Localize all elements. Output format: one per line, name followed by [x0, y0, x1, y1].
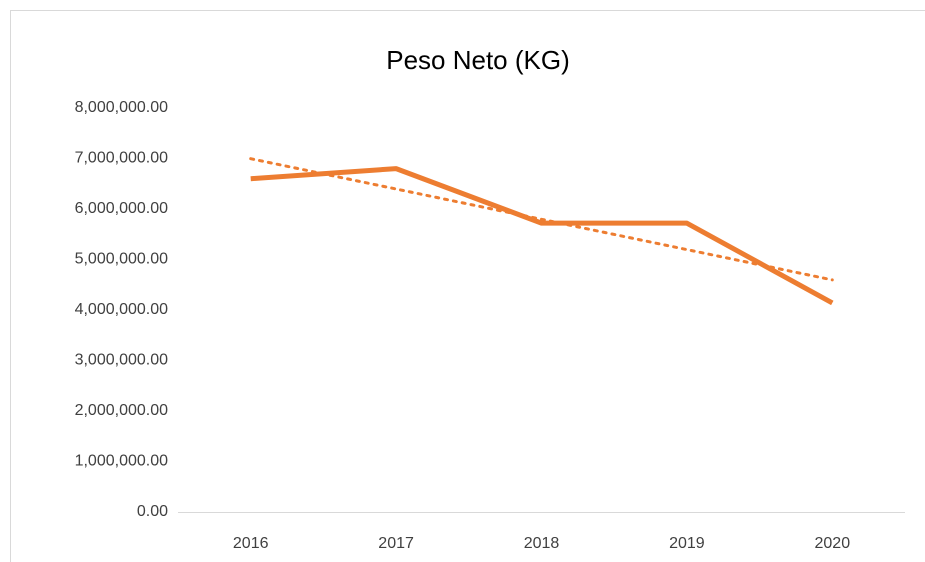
x-tick-label: 2017 [378, 535, 414, 552]
x-tick-label: 2020 [815, 535, 851, 552]
y-tick-label: 1,000,000.00 [75, 453, 169, 470]
y-tick-label: 6,000,000.00 [75, 200, 169, 217]
y-tick-label: 3,000,000.00 [75, 352, 169, 369]
y-tick-label: 0.00 [137, 503, 168, 520]
y-tick-label: 4,000,000.00 [75, 301, 169, 318]
y-tick-label: 7,000,000.00 [75, 150, 169, 167]
x-tick-label: 2018 [524, 535, 560, 552]
y-tick-label: 2,000,000.00 [75, 402, 169, 419]
y-tick-label: 8,000,000.00 [75, 99, 169, 116]
chart-title: Peso Neto (KG) [386, 45, 570, 75]
y-tick-label: 5,000,000.00 [75, 251, 169, 268]
chart-border [10, 10, 925, 562]
x-tick-label: 2016 [233, 535, 269, 552]
trendline [249, 157, 834, 282]
line [250, 166, 834, 306]
x-tick-label: 2019 [669, 535, 705, 552]
